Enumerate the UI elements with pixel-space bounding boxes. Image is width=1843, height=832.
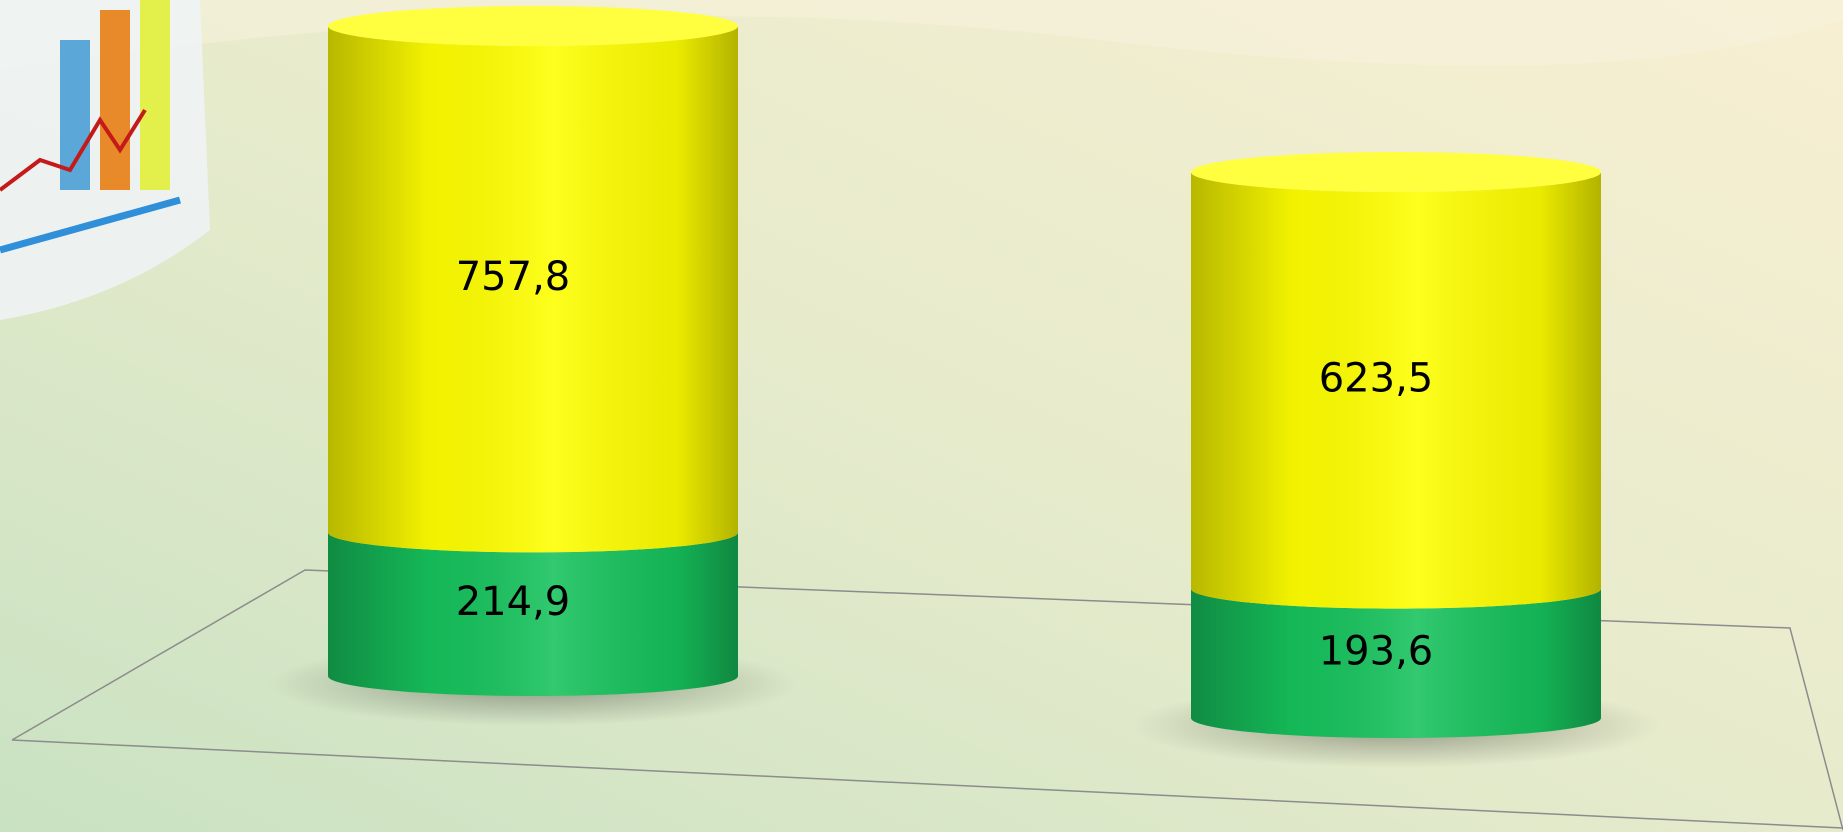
value-label: 623,5 <box>1319 355 1434 401</box>
cylinder-cap <box>1191 152 1601 192</box>
cylinder-cap <box>328 6 738 46</box>
page: 214,9757,8193,6623,5 (() => { const data… <box>0 0 1843 832</box>
chart: 214,9 757,8 193,6 623,5 <box>0 0 1843 832</box>
value-label: 757,8 <box>456 254 571 300</box>
value-label: 214,9 <box>456 579 571 625</box>
value-label: 193,6 <box>1319 628 1434 674</box>
